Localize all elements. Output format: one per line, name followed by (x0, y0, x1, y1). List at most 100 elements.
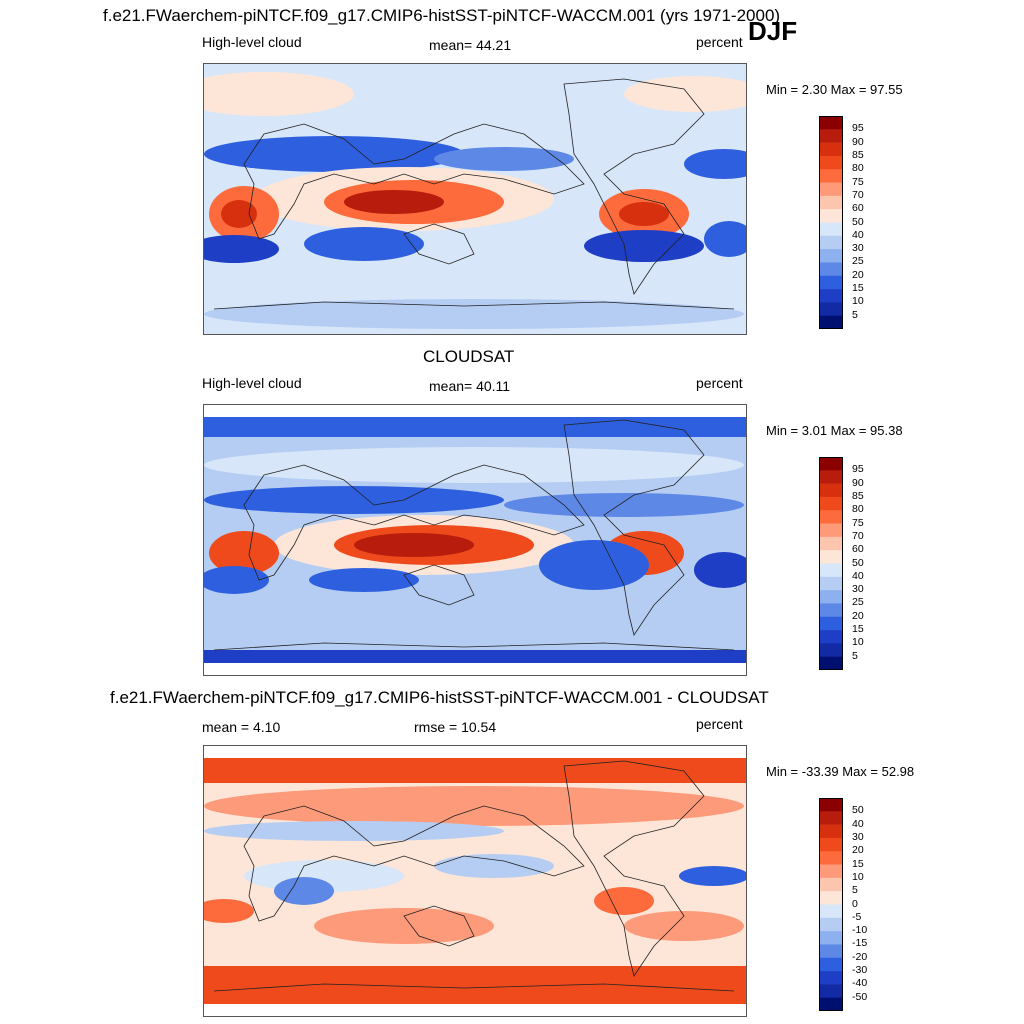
panel-2-variable: High-level cloud (202, 375, 302, 391)
colorbar-segment (819, 142, 843, 157)
field-blob (314, 908, 494, 944)
panel-2-mean: mean= 40.11 (429, 378, 511, 394)
missing-data-band (204, 1004, 746, 1016)
colorbar-tick-label: 5 (852, 308, 858, 321)
panel-1-minmax: Min = 2.30 Max = 97.55 (766, 82, 903, 97)
field-band (204, 966, 746, 1006)
panel-3-units: percent (696, 716, 743, 732)
colorbar-tick-label: -30 (852, 964, 868, 977)
panel-2-colorbar (819, 457, 843, 670)
colorbar-segment (819, 182, 843, 197)
coastline (243, 123, 585, 240)
colorbar-tick-label: 50 (852, 804, 864, 817)
colorbar-segment (819, 864, 843, 879)
colorbar-segment (819, 630, 843, 644)
colorbar-segment (819, 563, 843, 578)
colorbar-tick-label: 70 (852, 188, 864, 201)
field-blob (204, 72, 354, 116)
panel-1-map (203, 63, 747, 335)
field-blob (594, 887, 654, 915)
colorbar-segment (819, 798, 843, 812)
coastline (403, 223, 475, 265)
field-band (204, 758, 746, 783)
field-blob (204, 136, 464, 172)
colorbar-tick-label: 50 (852, 215, 864, 228)
colorbar-border (819, 116, 843, 329)
field-blob (204, 299, 744, 329)
colorbar-border (819, 798, 843, 1011)
field-blob (204, 235, 279, 263)
colorbar-tick-label: 80 (852, 503, 864, 516)
colorbar-segment (819, 222, 843, 237)
colorbar-segment (819, 997, 843, 1011)
field-blob (434, 147, 574, 171)
colorbar-tick-label: 95 (852, 122, 864, 135)
panel-3-rmse: rmse = 10.54 (414, 719, 497, 735)
colorbar-segment (819, 510, 843, 524)
colorbar-segment (819, 603, 843, 618)
colorbar-segment (819, 877, 843, 892)
panel-1-colorbar (819, 116, 843, 329)
missing-data-band (204, 663, 746, 675)
figure-title: f.e21.FWaerchem-piNTCF.f09_g17.CMIP6-his… (103, 6, 781, 25)
panel-1-units: percent (696, 34, 743, 50)
coastline (213, 642, 735, 651)
colorbar-segment (819, 289, 843, 303)
colorbar-tick-label: 0 (852, 897, 858, 910)
colorbar-segment (819, 811, 843, 825)
colorbar-tick-label: 15 (852, 623, 864, 636)
panel-3-minmax: Min = -33.39 Max = 52.98 (766, 764, 915, 779)
colorbar-segment (819, 129, 843, 143)
field-blob (624, 911, 744, 941)
colorbar-tick-label: 20 (852, 609, 864, 622)
colorbar-segment (819, 262, 843, 277)
coastline (243, 805, 585, 922)
coastline (563, 760, 705, 977)
colorbar-segment (819, 249, 843, 263)
coastline (563, 78, 705, 295)
field-blob (584, 230, 704, 262)
panel-2-minmax: Min = 3.01 Max = 95.38 (766, 423, 903, 438)
colorbar-segment (819, 155, 843, 170)
panel-3-mean: mean = 4.10 (202, 719, 281, 735)
obs-panel-title: CLOUDSAT (423, 347, 515, 366)
colorbar-tick-label: 30 (852, 583, 864, 596)
field-blob (694, 552, 746, 588)
colorbar-segment (819, 470, 843, 484)
colorbar-segment (819, 496, 843, 511)
colorbar-tick-label: -20 (852, 950, 868, 963)
colorbar-tick-label: 85 (852, 148, 864, 161)
colorbar-segment (819, 315, 843, 329)
field-band (204, 650, 746, 663)
colorbar-segment (819, 116, 843, 130)
colorbar-segment (819, 195, 843, 210)
panel-3-colorbar-svg (819, 798, 843, 1011)
field-blob (204, 899, 254, 923)
colorbar-tick-label: 40 (852, 569, 864, 582)
colorbar-tick-label: 80 (852, 162, 864, 175)
colorbar-segment (819, 837, 843, 852)
panel-2-map (203, 404, 747, 676)
coastline (243, 464, 585, 581)
colorbar-tick-label: 30 (852, 830, 864, 843)
colorbar-tick-label: 40 (852, 817, 864, 830)
colorbar-tick-label: 60 (852, 202, 864, 215)
field-blob (504, 493, 744, 517)
colorbar-tick-label: 85 (852, 489, 864, 502)
colorbar-segment (819, 931, 843, 945)
coastline (403, 905, 475, 947)
colorbar-segment (819, 957, 843, 972)
colorbar-segment (819, 235, 843, 250)
colorbar-tick-label: 25 (852, 255, 864, 268)
colorbar-segment (819, 302, 843, 316)
panel-2-map-svg (204, 405, 746, 675)
panel-2-colorbar-svg (819, 457, 843, 670)
colorbar-segment (819, 169, 843, 183)
colorbar-border (819, 457, 843, 670)
field-blob (684, 149, 746, 179)
colorbar-tick-label: -15 (852, 937, 868, 950)
panel-3-map-svg (204, 746, 746, 1016)
colorbar-tick-label: 10 (852, 295, 864, 308)
panel-1-variable: High-level cloud (202, 34, 302, 50)
colorbar-segment (819, 275, 843, 290)
